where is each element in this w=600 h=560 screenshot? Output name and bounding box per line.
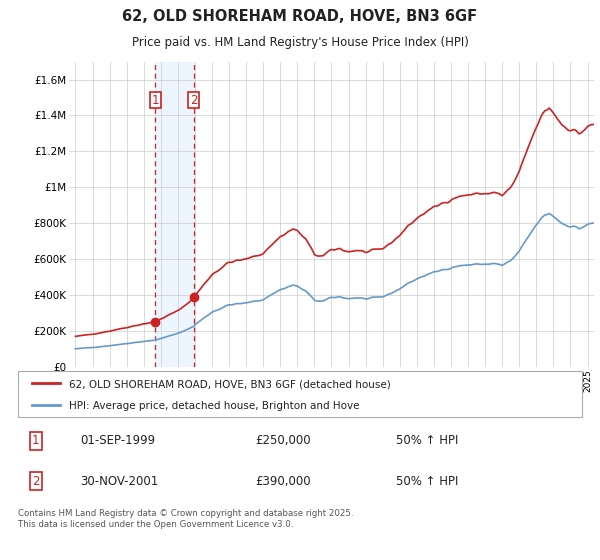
Text: 1: 1: [32, 434, 40, 447]
Text: £390,000: £390,000: [255, 475, 311, 488]
Text: 2: 2: [190, 94, 197, 106]
Bar: [155, 62, 194, 367]
Text: 30-NOV-2001: 30-NOV-2001: [80, 475, 158, 488]
Text: Contains HM Land Registry data © Crown copyright and database right 2025.
This d: Contains HM Land Registry data © Crown c…: [18, 509, 353, 529]
Text: 50% ↑ HPI: 50% ↑ HPI: [396, 475, 458, 488]
Text: 50% ↑ HPI: 50% ↑ HPI: [396, 434, 458, 447]
Text: £250,000: £250,000: [255, 434, 311, 447]
Text: 62, OLD SHOREHAM ROAD, HOVE, BN3 6GF: 62, OLD SHOREHAM ROAD, HOVE, BN3 6GF: [122, 9, 478, 24]
Text: Price paid vs. HM Land Registry's House Price Index (HPI): Price paid vs. HM Land Registry's House …: [131, 36, 469, 49]
Text: 2: 2: [32, 475, 40, 488]
FancyBboxPatch shape: [18, 371, 582, 417]
Text: 1: 1: [151, 94, 159, 106]
Text: 01-SEP-1999: 01-SEP-1999: [80, 434, 155, 447]
Text: 62, OLD SHOREHAM ROAD, HOVE, BN3 6GF (detached house): 62, OLD SHOREHAM ROAD, HOVE, BN3 6GF (de…: [69, 379, 391, 389]
Text: HPI: Average price, detached house, Brighton and Hove: HPI: Average price, detached house, Brig…: [69, 401, 359, 411]
